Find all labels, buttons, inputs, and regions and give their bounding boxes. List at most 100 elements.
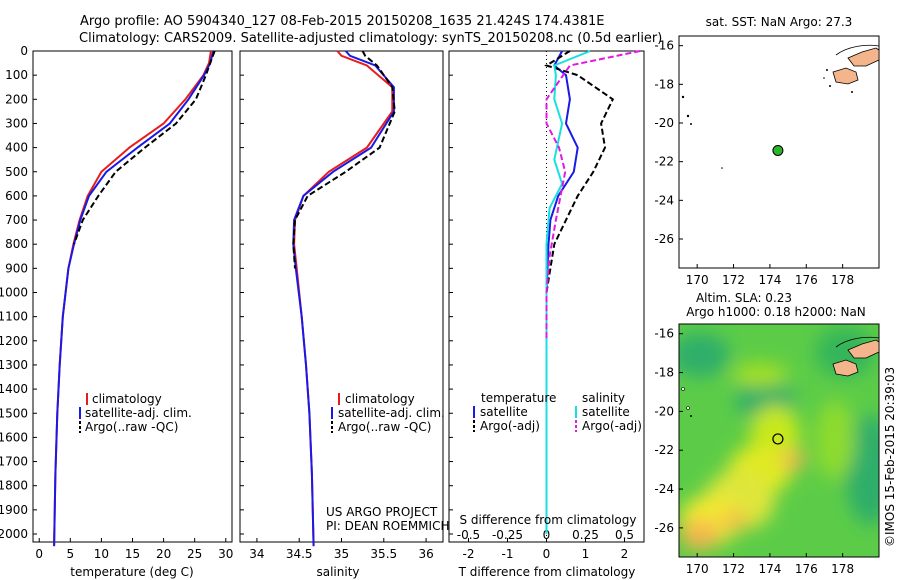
- temp-tick-label: 10: [94, 547, 109, 561]
- depth-tick-label: 1600: [0, 430, 28, 444]
- temperature-axis: 0 5 10 15 20 25 30: [35, 538, 233, 561]
- sla-map-xtick-label: 174: [758, 562, 781, 576]
- sal-tick-label: 35.5: [370, 547, 397, 561]
- diff-top-tick-label: 0.25: [572, 528, 599, 542]
- sst-map-ytick-label: -20: [654, 116, 674, 130]
- depth-axis: 0 100 200 300 400 500 600 700 800 900 1000 1100 1200…: [0, 44, 453, 541]
- temp-tick-label: 30: [218, 547, 233, 561]
- diff-sal-sat-line: [545, 50, 591, 534]
- diff-top-tick-label: 0.5: [615, 528, 634, 542]
- depth-tick-label: 1500: [0, 406, 28, 420]
- sla-map-xtick-label: 176: [795, 562, 818, 576]
- diff-tick-label: -2: [463, 547, 475, 561]
- depth-tick-label: 1100: [0, 310, 28, 324]
- depth-tick-label: 500: [5, 165, 28, 179]
- temp-tick-label: 15: [125, 547, 140, 561]
- sal-tick-label: 34: [249, 547, 264, 561]
- temp-sat-line: [53, 50, 215, 547]
- depth-tick-label: 1400: [0, 382, 28, 396]
- diff-top-tick-label: -0.25: [492, 528, 523, 542]
- sla-map-ytick-label: -22: [654, 443, 674, 457]
- legend-s-argo: Argo(-adj): [582, 419, 642, 433]
- sst-map-ytick-label: -22: [654, 155, 674, 169]
- legend-sat: satellite-adj. clim.: [338, 406, 445, 420]
- sst-map-ytick-label: -26: [654, 232, 674, 246]
- sla-map-xtick-label: 170: [686, 562, 709, 576]
- diff-tick-label: 0: [543, 547, 551, 561]
- sst-map-xtick-label: 174: [758, 273, 781, 287]
- argo-position-markers: [772, 144, 784, 445]
- sst-map-xtick-label: 178: [831, 273, 854, 287]
- depth-tick-label: 200: [5, 92, 28, 106]
- sst-map-ytick-label: -16: [654, 39, 674, 53]
- sal-tick-label: 35: [334, 547, 349, 561]
- sst-map-ytick-label: -18: [654, 77, 674, 91]
- sla-map-ytick-label: -26: [654, 521, 674, 535]
- legend-sat: satellite-adj. clim.: [85, 406, 192, 420]
- depth-tick-label: 600: [5, 189, 28, 203]
- header-subtitle: Climatology: CARS2009. Satellite-adjuste…: [79, 31, 662, 46]
- map-axes: -16 -18 -20 -22 -24 -26 170 172 174 176 178 -16 -18 -…: [654, 39, 854, 576]
- sal-argo-line: [292, 50, 396, 269]
- sst-map-title: sat. SST: NaN Argo: 27.3: [706, 15, 853, 29]
- pi-label: PI: DEAN ROEMMICH: [326, 519, 449, 533]
- diff-top-tick-label: -0.5: [457, 528, 480, 542]
- legend-argo: Argo(..raw -QC): [85, 420, 178, 434]
- legend-argo: Argo(..raw -QC): [338, 420, 431, 434]
- depth-tick-label: 300: [5, 116, 28, 130]
- difference-legend: temperature salinity satellite Argo(-adj…: [473, 391, 642, 433]
- sst-map-xtick-label: 172: [722, 273, 745, 287]
- diff-tick-label: 1: [582, 547, 590, 561]
- sst-map-xtick-label: 176: [795, 273, 818, 287]
- sla-map-ytick-label: -16: [654, 327, 674, 341]
- diff-tick-label: 2: [621, 547, 629, 561]
- diff-sal-argo-line: [545, 50, 641, 341]
- sal-tick-label: 34.5: [286, 547, 313, 561]
- sla-map-xtick-label: 178: [831, 562, 854, 576]
- legend-head-salinity: salinity: [582, 391, 625, 405]
- sla-map-ytick-label: -18: [654, 366, 674, 380]
- depth-tick-label: 0: [20, 44, 28, 58]
- depth-tick-label: 1300: [0, 358, 28, 372]
- diff-top-label: S difference from climatology: [460, 513, 637, 527]
- temp-tick-label: 0: [35, 547, 43, 561]
- legend-t-argo: Argo(-adj): [480, 419, 540, 433]
- depth-tick-label: 900: [5, 261, 28, 275]
- salinity-xlabel: salinity: [316, 565, 359, 579]
- salinity-legend: climatology satellite-adj. clim. Argo(..…: [326, 392, 449, 533]
- land-bottom: [681, 336, 880, 417]
- depth-tick-label: 100: [5, 68, 28, 82]
- depth-tick-label: 2000: [0, 527, 28, 541]
- salinity-axis: 34 34.5 35 35.5 36: [249, 538, 434, 561]
- argo-position-marker-sst: [772, 144, 784, 156]
- temp-argo-line: [73, 50, 216, 245]
- depth-tick-label: 1900: [0, 503, 28, 517]
- diff-tick-label: -1: [502, 547, 514, 561]
- salinity-panel: [239, 50, 444, 543]
- depth-tick-label: 700: [5, 213, 28, 227]
- sla-map-ytick-label: -24: [654, 482, 674, 496]
- temp-clim-line: [53, 50, 212, 547]
- header-title: Argo profile: AO 5904340_127 08-Feb-2015…: [80, 14, 604, 29]
- sla-map-ytick-label: -20: [654, 404, 674, 418]
- temperature-xlabel: temperature (deg C): [70, 565, 193, 579]
- temperature-legend: climatology satellite-adj. clim. Argo(..…: [79, 392, 192, 434]
- depth-tick-label: 1700: [0, 455, 28, 469]
- legend-head-temperature: temperature: [481, 391, 556, 405]
- diff-xlabel: T difference from climatology: [458, 565, 636, 579]
- sla-map-subtitle: Argo h1000: 0.18 h2000: NaN: [686, 305, 866, 319]
- project-label: US ARGO PROJECT: [326, 505, 438, 519]
- temp-tick-label: 20: [156, 547, 171, 561]
- sla-map-panel: [678, 323, 880, 558]
- temperature-panel: [32, 50, 233, 543]
- sla-map-xtick-label: 172: [722, 562, 745, 576]
- sst-map-xtick-label: 170: [686, 273, 709, 287]
- depth-tick-label: 800: [5, 237, 28, 251]
- sal-clim-line: [293, 50, 394, 547]
- profile-lines: [53, 50, 641, 547]
- legend-clim: climatology: [92, 392, 162, 406]
- legend-s-sat: satellite: [582, 405, 630, 419]
- sal-tick-label: 36: [418, 547, 433, 561]
